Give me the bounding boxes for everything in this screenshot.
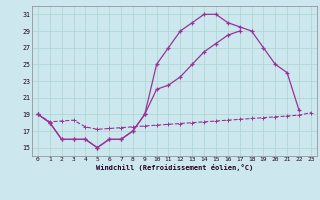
X-axis label: Windchill (Refroidissement éolien,°C): Windchill (Refroidissement éolien,°C)	[96, 164, 253, 171]
